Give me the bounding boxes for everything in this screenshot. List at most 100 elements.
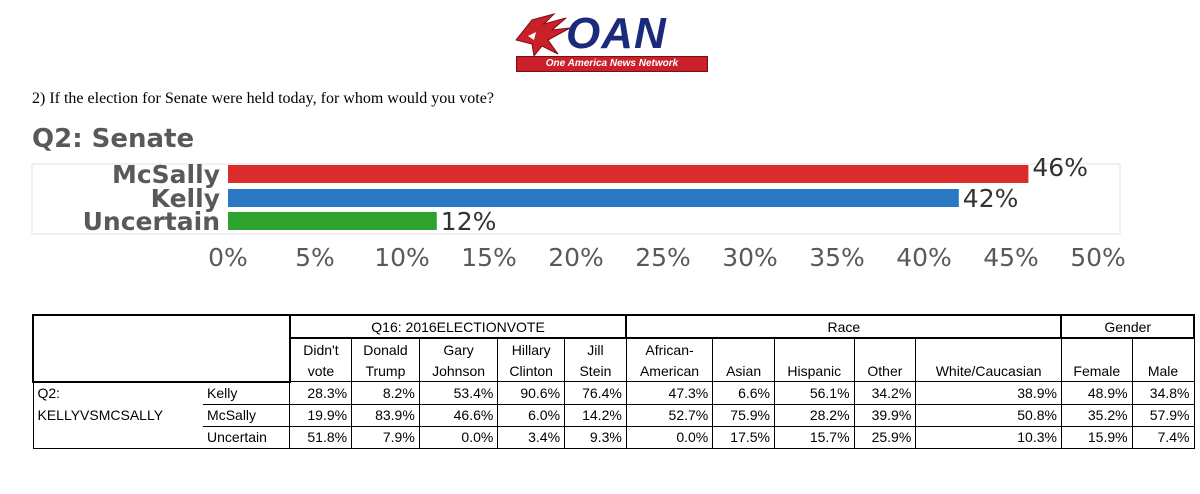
column-header-line1: Donald	[351, 337, 420, 360]
x-tick-label: 5%	[295, 243, 335, 272]
group-header-race: Race	[625, 314, 1063, 339]
column-header-line1	[1060, 337, 1133, 360]
column-header-line2: Male	[1131, 360, 1195, 382]
table-cell: 75.9%	[712, 403, 775, 427]
table-cell: 9.3%	[564, 425, 627, 449]
corner-cell	[32, 314, 291, 383]
row-group-label	[32, 426, 204, 449]
category-label: Kelly	[151, 184, 220, 213]
row-group-label: KELLYVSMCSALLY	[32, 404, 204, 426]
column-header-line2: Female	[1060, 360, 1133, 382]
table-cell: 38.9%	[915, 381, 1062, 405]
table-row: KELLYVSMCSALLY McSally 19.9% 83.9% 46.6% 6.0%…	[32, 403, 1195, 427]
table-cell: 8.2%	[351, 381, 420, 405]
column-header-line1: Gary	[418, 337, 499, 360]
senate-bar-chart: McSally 46% Kelly 42% Uncertain 12% 0% 5% 10% 15%…	[31, 153, 1126, 272]
table-cell: 14.2%	[564, 403, 627, 427]
question-text: 2) If the election for Senate were held …	[32, 90, 494, 107]
oan-logo: OAN One America News Network	[512, 8, 712, 72]
row-group-label: Q2:	[32, 381, 204, 404]
row-label: Kelly	[203, 381, 291, 405]
column-header-line2: Clinton	[497, 360, 566, 382]
table-cell: 3.4%	[497, 425, 566, 449]
table-cell: 46.6%	[418, 403, 499, 427]
data-label: 46%	[1032, 153, 1088, 182]
table-row: Q2: Kelly 28.3% 8.2% 53.4% 90.6% 76.4% 47.3% 6.6…	[32, 381, 1195, 405]
row-label: Uncertain	[203, 425, 291, 449]
chart-title: Q2: Senate	[32, 124, 195, 154]
table-cell: 7.9%	[351, 425, 420, 449]
table-cell: 7.4%	[1131, 425, 1195, 449]
column-header-row-1: Didn't Donald Gary Hillary Jill African-	[33, 337, 1195, 360]
table-cell: 52.7%	[625, 403, 714, 427]
logo-wordmark: OAN	[566, 9, 667, 58]
x-tick-label: 50%	[1070, 243, 1126, 272]
table-cell: 76.4%	[564, 381, 627, 405]
column-header-line1	[712, 337, 775, 360]
column-header-line1	[1131, 337, 1195, 360]
bar	[228, 165, 1029, 183]
table-cell: 10.3%	[915, 425, 1062, 449]
table-cell: 83.9%	[351, 403, 420, 427]
column-header-line1	[853, 337, 917, 360]
group-header-row: Q16: 2016ELECTIONVOTE Race Gender	[32, 314, 1195, 383]
data-label: 12%	[441, 207, 497, 236]
table-cell: 6.6%	[712, 381, 775, 405]
column-header-line2: vote	[289, 360, 353, 382]
logo-tagline: One America News Network	[516, 56, 708, 72]
table-cell: 25.9%	[853, 425, 917, 449]
column-header-line1: Jill	[564, 337, 627, 360]
x-tick-label: 15%	[461, 243, 517, 272]
category-label: Uncertain	[83, 207, 220, 236]
table-cell: 51.8%	[289, 425, 353, 449]
column-header-line2: American	[625, 360, 714, 382]
table-cell: 6.0%	[497, 403, 566, 427]
category-label: McSally	[112, 160, 220, 189]
x-tick-label: 20%	[548, 243, 604, 272]
column-header-line2: Other	[853, 360, 917, 382]
table-cell: 34.2%	[853, 381, 917, 405]
table-cell: 39.9%	[853, 403, 917, 427]
column-header-line1: African-	[625, 337, 714, 360]
table-cell: 0.0%	[625, 425, 714, 449]
column-header-line2: Asian	[712, 360, 775, 382]
x-tick-label: 30%	[722, 243, 778, 272]
table-cell: 28.2%	[774, 403, 855, 427]
table-cell: 47.3%	[625, 381, 714, 405]
bar	[228, 189, 959, 207]
column-header-line1	[774, 337, 855, 360]
x-tick-label: 25%	[635, 243, 691, 272]
x-tick-label: 40%	[896, 243, 952, 272]
column-header-line2: Hispanic	[774, 360, 855, 382]
row-label: McSally	[203, 403, 291, 427]
table-cell: 53.4%	[418, 381, 499, 405]
x-tick-label: 0%	[208, 243, 248, 272]
x-tick-label: 35%	[809, 243, 865, 272]
group-header-vote: Q16: 2016ELECTIONVOTE	[288, 314, 628, 339]
table-cell: 15.9%	[1060, 425, 1133, 449]
data-label: 42%	[963, 184, 1019, 213]
eagle-icon	[515, 13, 571, 58]
table-row: Uncertain 51.8% 7.9% 0.0% 3.4% 9.3% 0.0% 17.5% 1…	[32, 425, 1195, 449]
table-cell: 15.7%	[774, 425, 855, 449]
table-cell: 17.5%	[712, 425, 775, 449]
column-header-line2: Johnson	[418, 360, 499, 382]
x-tick-label: 10%	[374, 243, 430, 272]
table-cell: 48.9%	[1060, 381, 1133, 405]
column-header-line2: Stein	[564, 360, 627, 382]
group-header-gender: Gender	[1060, 314, 1195, 339]
table-cell: 28.3%	[289, 381, 353, 405]
table-cell: 34.8%	[1131, 381, 1195, 405]
crosstab-table: Q16: 2016ELECTIONVOTE Race Gender Didn't…	[32, 314, 1195, 449]
column-header-line1: Didn't	[289, 337, 353, 360]
table-cell: 56.1%	[774, 381, 855, 405]
plot-frame	[31, 163, 1121, 235]
table-cell: 19.9%	[289, 403, 353, 427]
column-header-line1: Hillary	[497, 337, 566, 360]
table-cell: 57.9%	[1131, 403, 1195, 427]
table-cell: 50.8%	[915, 403, 1062, 427]
column-header-line2: Trump	[351, 360, 420, 382]
bar	[228, 212, 437, 230]
table-cell: 35.2%	[1060, 403, 1133, 427]
column-header-line2: White/Caucasian	[915, 360, 1062, 382]
